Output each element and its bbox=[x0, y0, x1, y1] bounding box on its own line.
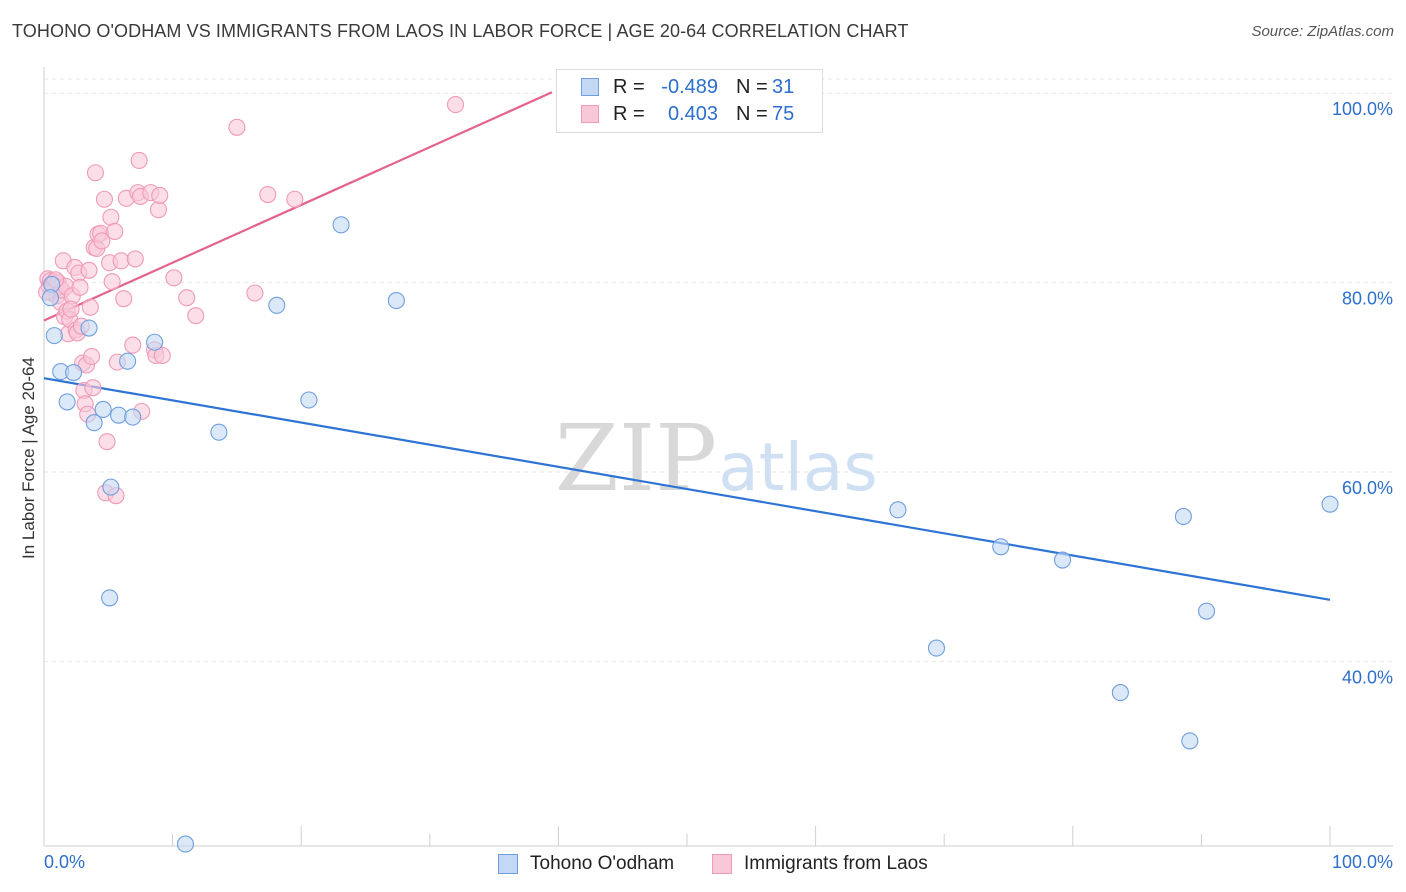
point-tohono bbox=[65, 363, 83, 382]
point-laos bbox=[130, 151, 148, 169]
point-tohono bbox=[1174, 507, 1192, 526]
point-tohono bbox=[58, 393, 76, 411]
point-tohono bbox=[110, 406, 128, 424]
y-tick-labels: 40.0% 60.0% 80.0% 100.0% bbox=[1332, 99, 1393, 687]
y-tick-label: 80.0% bbox=[1342, 289, 1393, 309]
point-laos bbox=[84, 379, 102, 397]
legend-row-tohono: R = -0.489 N = 31 bbox=[581, 75, 811, 101]
point-tohono bbox=[80, 319, 98, 337]
point-laos bbox=[80, 261, 98, 279]
point-tohono bbox=[1181, 732, 1199, 750]
legend-swatch-laos bbox=[581, 105, 599, 123]
legend-r-value-laos: 0.403 bbox=[667, 103, 718, 125]
point-laos bbox=[83, 347, 101, 365]
axes bbox=[43, 67, 1393, 847]
watermark-atlas: atlas bbox=[718, 429, 878, 506]
point-tohono bbox=[119, 352, 137, 370]
point-tohono bbox=[101, 589, 119, 607]
point-laos bbox=[165, 269, 183, 287]
legend-n-label: N = bbox=[736, 76, 768, 98]
point-tohono bbox=[387, 292, 405, 310]
gridlines bbox=[44, 78, 1393, 662]
y-tick-label: 40.0% bbox=[1342, 667, 1393, 687]
point-laos bbox=[178, 289, 196, 307]
point-tohono bbox=[176, 835, 195, 853]
point-laos bbox=[95, 190, 113, 208]
legend-swatch-tohono bbox=[581, 78, 599, 96]
point-laos bbox=[124, 336, 142, 354]
point-laos bbox=[153, 346, 171, 365]
point-tohono bbox=[927, 639, 946, 657]
point-tohono bbox=[1321, 495, 1339, 513]
point-laos bbox=[71, 278, 89, 296]
point-tohono bbox=[332, 216, 350, 234]
point-tohono bbox=[41, 289, 59, 307]
point-tohono bbox=[45, 327, 63, 345]
legend-n-value-tohono: 31 bbox=[772, 76, 795, 98]
trend-lines bbox=[43, 91, 1331, 601]
legend-swatch-laos bbox=[712, 854, 732, 874]
point-laos bbox=[228, 118, 246, 136]
point-laos bbox=[103, 273, 121, 291]
point-laos bbox=[259, 185, 277, 204]
point-laos bbox=[112, 252, 130, 270]
point-tohono bbox=[210, 423, 228, 441]
watermark-zip: ZIP bbox=[555, 405, 717, 512]
legend-r-label: R = bbox=[613, 76, 645, 98]
legend-label-tohono: Tohono O'odham bbox=[530, 853, 675, 874]
point-laos bbox=[151, 186, 169, 205]
y-tick-label: 60.0% bbox=[1342, 478, 1393, 498]
point-tohono bbox=[146, 333, 164, 351]
point-laos bbox=[187, 307, 205, 325]
x-ticks bbox=[43, 826, 1331, 846]
legend-r-value-tohono: -0.489 bbox=[661, 76, 718, 98]
point-tohono bbox=[1111, 684, 1129, 702]
x-tick-label-min: 0.0% bbox=[44, 852, 85, 872]
watermark: ZIP atlas bbox=[555, 405, 878, 512]
point-laos bbox=[126, 250, 144, 268]
point-laos bbox=[86, 164, 104, 182]
series-legend: Tohono O'odham Immigrants from Laos bbox=[0, 852, 1406, 878]
point-tohono bbox=[300, 391, 318, 409]
point-tohono bbox=[94, 400, 112, 419]
legend-n-value-laos: 75 bbox=[772, 103, 795, 125]
y-tick-label: 100.0% bbox=[1332, 99, 1393, 119]
point-tohono bbox=[992, 538, 1010, 556]
chart-title: TOHONO O'ODHAM VS IMMIGRANTS FROM LAOS I… bbox=[12, 21, 909, 41]
point-tohono bbox=[1053, 551, 1072, 569]
point-laos bbox=[62, 300, 80, 318]
point-laos bbox=[106, 222, 124, 241]
point-tohono bbox=[85, 414, 103, 432]
legend-n-label: N = bbox=[736, 103, 768, 125]
point-laos bbox=[149, 201, 168, 219]
point-tohono bbox=[124, 408, 142, 426]
trend-line-tohono bbox=[43, 377, 1331, 601]
x-tick-label-max: 100.0% bbox=[1332, 852, 1393, 872]
point-laos bbox=[93, 232, 111, 250]
point-tohono bbox=[102, 478, 120, 496]
point-laos bbox=[115, 290, 133, 308]
point-laos bbox=[246, 284, 264, 302]
point-laos bbox=[81, 298, 99, 316]
point-laos bbox=[286, 190, 304, 208]
point-tohono bbox=[1197, 602, 1216, 620]
point-laos bbox=[98, 433, 116, 451]
legend-row-laos: R = 0.403 N = 75 bbox=[581, 102, 811, 128]
legend-swatch-tohono bbox=[498, 854, 518, 874]
point-laos bbox=[446, 96, 465, 114]
legend-r-label: R = bbox=[613, 103, 645, 125]
point-laos bbox=[102, 208, 120, 226]
point-tohono bbox=[889, 501, 907, 519]
point-tohono bbox=[268, 296, 286, 314]
source-credit: Source: ZipAtlas.com bbox=[1251, 23, 1394, 40]
stats-legend: R = -0.489 N = 31 R = 0.403 N = 75 bbox=[556, 69, 823, 133]
legend-label-laos: Immigrants from Laos bbox=[744, 853, 928, 874]
